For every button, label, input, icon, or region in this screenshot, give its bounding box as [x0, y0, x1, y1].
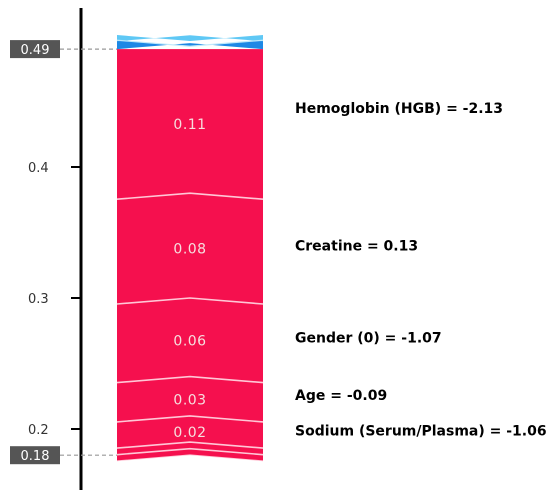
segment-value-label: 0.02	[173, 425, 206, 441]
segment-value-label: 0.11	[173, 117, 206, 133]
y-tick-label: 0.3	[28, 292, 49, 307]
feature-label: Gender (0) = -1.07	[295, 330, 442, 346]
y-tick-label: 0.4	[28, 161, 49, 176]
positive-bar-bg	[117, 49, 263, 462]
segment-separator	[116, 447, 264, 456]
negative-separator	[116, 39, 264, 47]
segment-separator	[116, 441, 264, 449]
segment-separator	[116, 297, 264, 305]
force-bar: 0.11 0.08 0.06 0.03 0.02	[116, 35, 264, 468]
segment-value-label: 0.08	[173, 242, 206, 258]
output-value-box	[10, 40, 60, 59]
segment-separator	[116, 375, 264, 384]
base-value-label: 0.18	[21, 449, 50, 464]
output-value-label: 0.49	[21, 43, 50, 58]
feature-label: Sodium (Serum/Plasma) = -1.06	[295, 423, 547, 439]
y-ticks: 0.2 0.3 0.4	[28, 161, 81, 438]
feature-labels: Hemoglobin (HGB) = -2.13 Creatine = 0.13 G…	[295, 101, 547, 439]
feature-label: Age = -0.09	[295, 388, 387, 404]
segment-value-label: 0.03	[173, 392, 206, 408]
negative-segment	[117, 35, 263, 42]
segment-value-label: 0.06	[173, 333, 206, 349]
bar-bottom-notch	[117, 455, 263, 468]
y-tick-label: 0.2	[28, 423, 49, 438]
segment-separator	[116, 192, 264, 200]
value-markers: 0.49 0.18	[10, 40, 117, 465]
feature-label: Creatine = 0.13	[295, 239, 418, 255]
base-value-box	[10, 446, 60, 465]
segment-separator	[116, 415, 264, 423]
negative-segment	[117, 40, 263, 50]
feature-label: Hemoglobin (HGB) = -2.13	[295, 101, 503, 117]
